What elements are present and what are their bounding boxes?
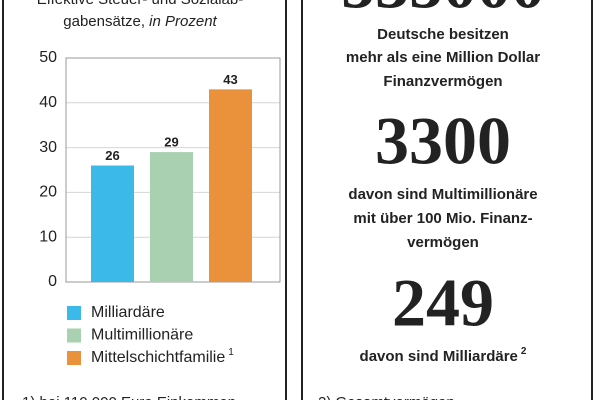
stat-caption: davon sind Milliardäre 2	[360, 346, 527, 365]
legend-note: 1	[228, 347, 234, 358]
legend-text: Multimillionäre	[91, 327, 193, 344]
stat-caption-text: vermögen	[407, 234, 479, 251]
stat-caption: Deutsche besitzen	[377, 26, 509, 43]
stat-caption-text: mehr als eine Million Dollar	[346, 49, 540, 66]
legend-label: Mittelschichtfamilie 1	[91, 347, 234, 367]
stat-number: 535000	[341, 0, 545, 23]
chart-title: Effektive Steuer- und Sozialab-	[37, 0, 244, 8]
stat-caption: vermögen	[407, 234, 479, 251]
y-tick-label: 10	[39, 228, 57, 245]
legend-swatch	[67, 351, 81, 365]
stat-caption: mehr als eine Million Dollar	[346, 49, 540, 66]
stat-caption-text: mit über 100 Mio. Finanz-	[353, 210, 532, 227]
stat-caption-text: Deutsche besitzen	[377, 26, 509, 43]
y-tick-label: 40	[39, 94, 57, 111]
legend-swatch	[67, 306, 81, 320]
stat-caption-text: davon sind Multimillionäre	[348, 186, 537, 203]
bar	[209, 89, 252, 282]
legend-text: Mittelschichtfamilie	[91, 349, 225, 366]
bar	[91, 165, 134, 282]
stat-caption: mit über 100 Mio. Finanz-	[353, 210, 532, 227]
stat-number: 3300	[375, 103, 511, 179]
stat-caption-text: Finanzvermögen	[383, 73, 502, 90]
stat-caption: Finanzvermögen	[383, 73, 502, 90]
chart-title: gabensätze, in Prozent	[63, 13, 217, 30]
right-panel	[301, 0, 593, 400]
stat-number: 249	[392, 265, 494, 341]
legend-label: Milliardäre	[91, 304, 165, 321]
y-tick-label: 50	[39, 49, 57, 66]
legend-text: Milliardäre	[91, 304, 165, 321]
stat-note: 2	[521, 346, 527, 357]
stat-caption: davon sind Multimillionäre	[348, 186, 537, 203]
value-label: 43	[223, 72, 237, 87]
y-tick-label: 30	[39, 139, 57, 156]
legend-label: Multimillionäre	[91, 327, 193, 344]
stat-caption-text: davon sind Milliardäre	[360, 348, 518, 365]
footnote: 2) Gesamtvermögen	[318, 394, 455, 400]
y-tick-label: 0	[48, 273, 57, 290]
bar	[150, 152, 193, 282]
value-label: 29	[164, 135, 178, 150]
chart-title-line: gabensätze,	[63, 13, 145, 30]
left-panel	[2, 0, 287, 400]
y-tick-label: 20	[39, 184, 57, 201]
legend-swatch	[67, 328, 81, 343]
chart-unit: in Prozent	[149, 13, 217, 30]
footnote: 1) bei 110 000 Euro Einkommen	[22, 394, 236, 400]
value-label: 26	[105, 148, 119, 163]
